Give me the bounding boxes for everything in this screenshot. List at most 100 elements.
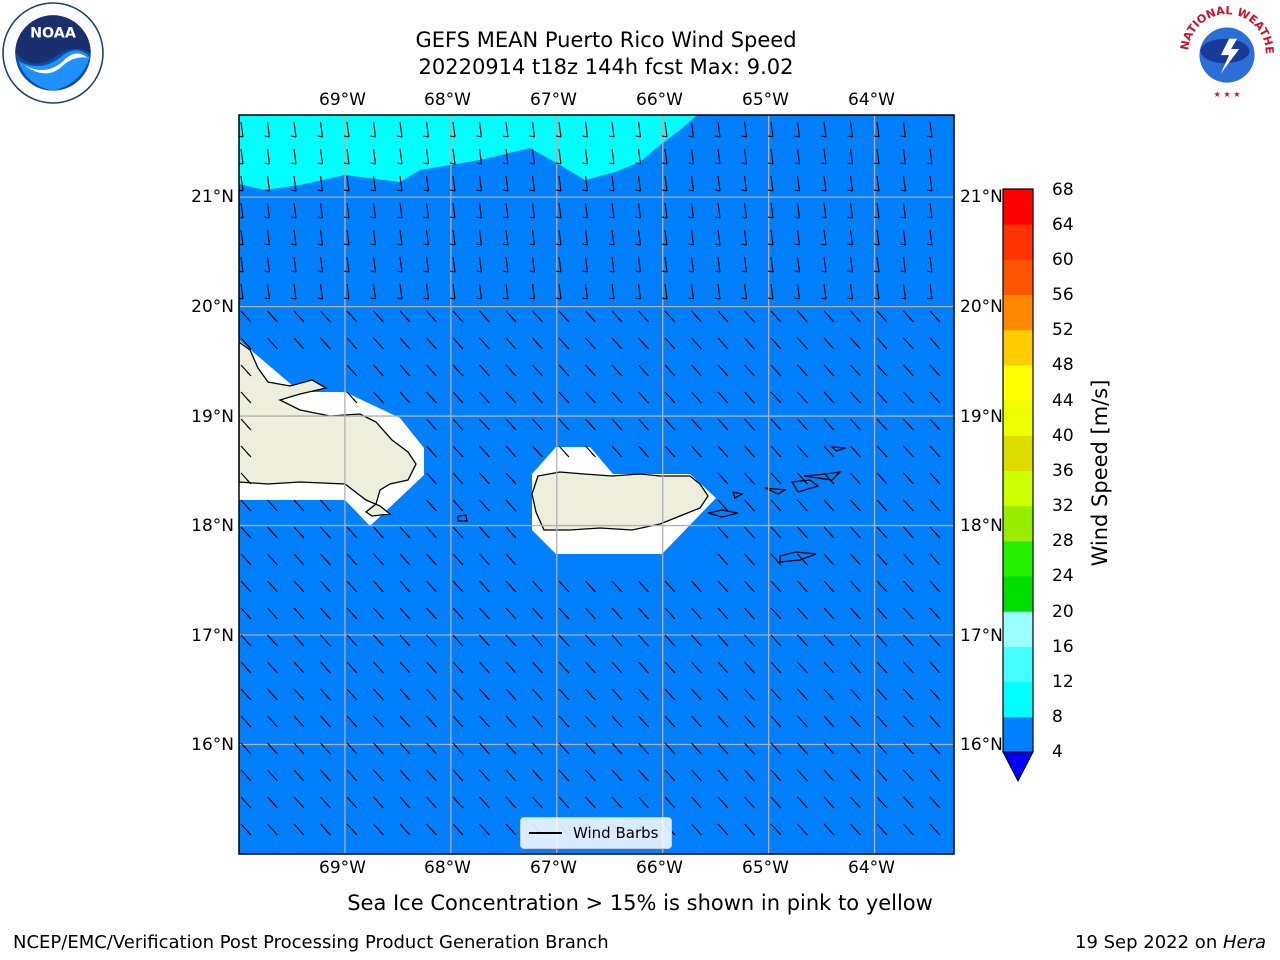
wind-barb: [452, 661, 464, 674]
wind-barb: [608, 283, 615, 300]
wind-barb: [558, 418, 570, 431]
wind-barb: [608, 148, 615, 165]
wind-barb: [926, 121, 933, 138]
wind-barb: [691, 607, 702, 620]
wind-barb: [876, 310, 888, 323]
wind-barb: [479, 391, 490, 404]
lon-label-top: 66°W: [636, 90, 683, 110]
wind-barb: [502, 229, 509, 246]
wind-barb: [555, 283, 562, 300]
wind-barb: [558, 634, 570, 647]
wind-barb: [320, 715, 331, 728]
wind-barb: [664, 742, 676, 755]
wind-barb: [426, 472, 437, 485]
wind-barb: [823, 688, 835, 701]
colorbar-band: [1003, 224, 1033, 260]
wind-barb: [532, 796, 543, 809]
wind-barb: [239, 229, 244, 246]
wind-barb: [346, 634, 358, 647]
wind-barb: [479, 661, 490, 674]
wind-barb: [797, 418, 808, 431]
wind-barb: [399, 796, 411, 809]
wind-barb: [900, 148, 907, 165]
wind-barb: [850, 769, 861, 782]
wind-barb: [820, 229, 827, 246]
wind-barb: [239, 121, 244, 138]
wind-barb: [903, 607, 914, 620]
wind-barb: [850, 823, 861, 836]
colorbar-band: [1003, 716, 1033, 753]
wind-barb: [611, 580, 623, 593]
wind-barb: [585, 418, 596, 431]
wind-barb: [850, 526, 861, 539]
colorbar-extend-arrow: [1002, 751, 1034, 783]
wind-barb: [929, 796, 941, 809]
wind-barb: [611, 769, 623, 782]
wind-barb: [582, 283, 589, 300]
wind-barb: [873, 202, 880, 219]
wind-barb: [691, 769, 702, 782]
wind-barb: [452, 391, 464, 404]
colorbar-band: [1003, 329, 1033, 366]
wind-barb: [926, 229, 933, 246]
wind-barb: [794, 121, 801, 138]
colorbar-tick: 32: [1052, 496, 1074, 516]
wind-barb: [744, 769, 755, 782]
wind-barb: [903, 472, 914, 485]
chart-title: GEFS MEAN Puerto Rico Wind Speed: [415, 28, 797, 52]
wind-barb: [717, 580, 729, 593]
wind-barb: [850, 715, 861, 728]
wind-barb: [479, 634, 490, 647]
wind-barb: [794, 148, 801, 165]
wind-barb: [532, 445, 543, 458]
wind-barb: [373, 607, 384, 620]
wind-barb: [797, 445, 808, 458]
wind-barb: [399, 823, 411, 836]
colorbar-tick: 68: [1052, 180, 1074, 200]
wind-barb: [770, 823, 782, 836]
wind-barb: [850, 796, 861, 809]
wind-barb: [611, 391, 623, 404]
puerto-rico-coast: [531, 471, 709, 531]
wind-barb: [290, 202, 297, 219]
wind-barb: [240, 580, 252, 593]
wind-barb: [373, 823, 384, 836]
wind-barb: [426, 553, 437, 566]
lon-label-top: 67°W: [530, 90, 577, 110]
wind-barb: [452, 418, 464, 431]
wind-barb: [929, 688, 941, 701]
wind-barb: [820, 283, 827, 300]
wind-barb: [823, 391, 835, 404]
wind-barb: [903, 337, 914, 350]
wind-barb: [823, 796, 835, 809]
wind-barb: [502, 283, 509, 300]
wind-barb: [717, 337, 729, 350]
wind-barb: [770, 742, 782, 755]
wind-barb: [290, 121, 297, 138]
wind-barb: [293, 499, 305, 512]
wind-barb: [343, 283, 350, 300]
wind-barb: [717, 688, 729, 701]
wind-barb: [638, 688, 649, 701]
wind-barb: [903, 553, 914, 566]
wind-barb: [850, 445, 861, 458]
small-islands: [457, 446, 847, 563]
wind-barb: [873, 175, 880, 192]
wind-barb: [343, 202, 350, 219]
wind-barb: [585, 337, 596, 350]
wind-barb: [240, 553, 252, 566]
wind-barb: [691, 796, 702, 809]
colorbar-tick: 4: [1052, 742, 1063, 762]
wind-barb: [479, 553, 490, 566]
wind-barb: [688, 283, 695, 300]
wind-barb: [452, 499, 464, 512]
wind-barb: [267, 310, 278, 323]
wind-barb: [664, 391, 676, 404]
wind-barb: [691, 391, 702, 404]
wind-barb: [638, 364, 649, 377]
wind-barb: [449, 256, 456, 273]
wind-barb: [903, 526, 914, 539]
wind-barb: [267, 742, 278, 755]
wind-barb: [532, 418, 543, 431]
wind-barb: [479, 337, 490, 350]
